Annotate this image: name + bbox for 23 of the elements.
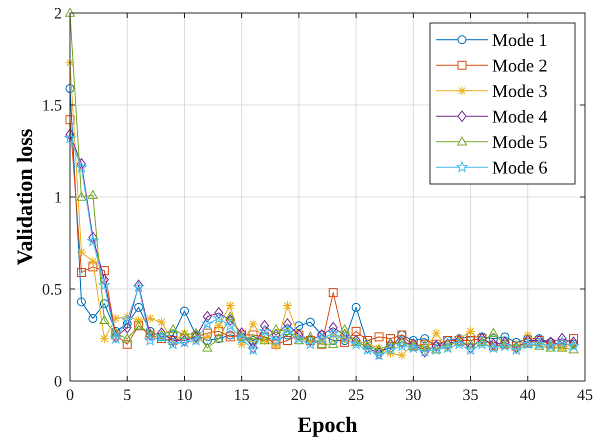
y-tick-label: 2 — [54, 6, 62, 23]
legend-label: Mode 2 — [492, 56, 548, 76]
x-tick-label: 30 — [405, 387, 422, 404]
y-tick-label: 0 — [54, 374, 62, 391]
legend-label: Mode 1 — [492, 30, 548, 50]
legend-label: Mode 4 — [492, 106, 548, 127]
legend-label: Mode 3 — [492, 81, 548, 102]
y-axis-title: Validation loss — [12, 128, 37, 266]
x-tick-label: 35 — [462, 387, 479, 404]
x-tick-label: 15 — [234, 387, 250, 404]
legend-label: Mode 6 — [492, 158, 548, 178]
x-tick-label: 20 — [290, 387, 307, 404]
y-tick-label: 0.5 — [42, 282, 62, 299]
x-tick-label: 0 — [66, 387, 74, 404]
y-tick-label: 1.5 — [42, 98, 62, 115]
x-axis-title: Epoch — [298, 412, 358, 437]
x-tick-label: 40 — [520, 387, 536, 404]
x-tick-label: 5 — [123, 387, 132, 404]
legend-label: Mode 5 — [492, 132, 548, 152]
x-tick-label: 25 — [348, 387, 364, 404]
x-tick-label: 45 — [577, 387, 593, 404]
x-tick-label: 10 — [176, 387, 192, 404]
y-tick-label: 1 — [54, 190, 62, 207]
